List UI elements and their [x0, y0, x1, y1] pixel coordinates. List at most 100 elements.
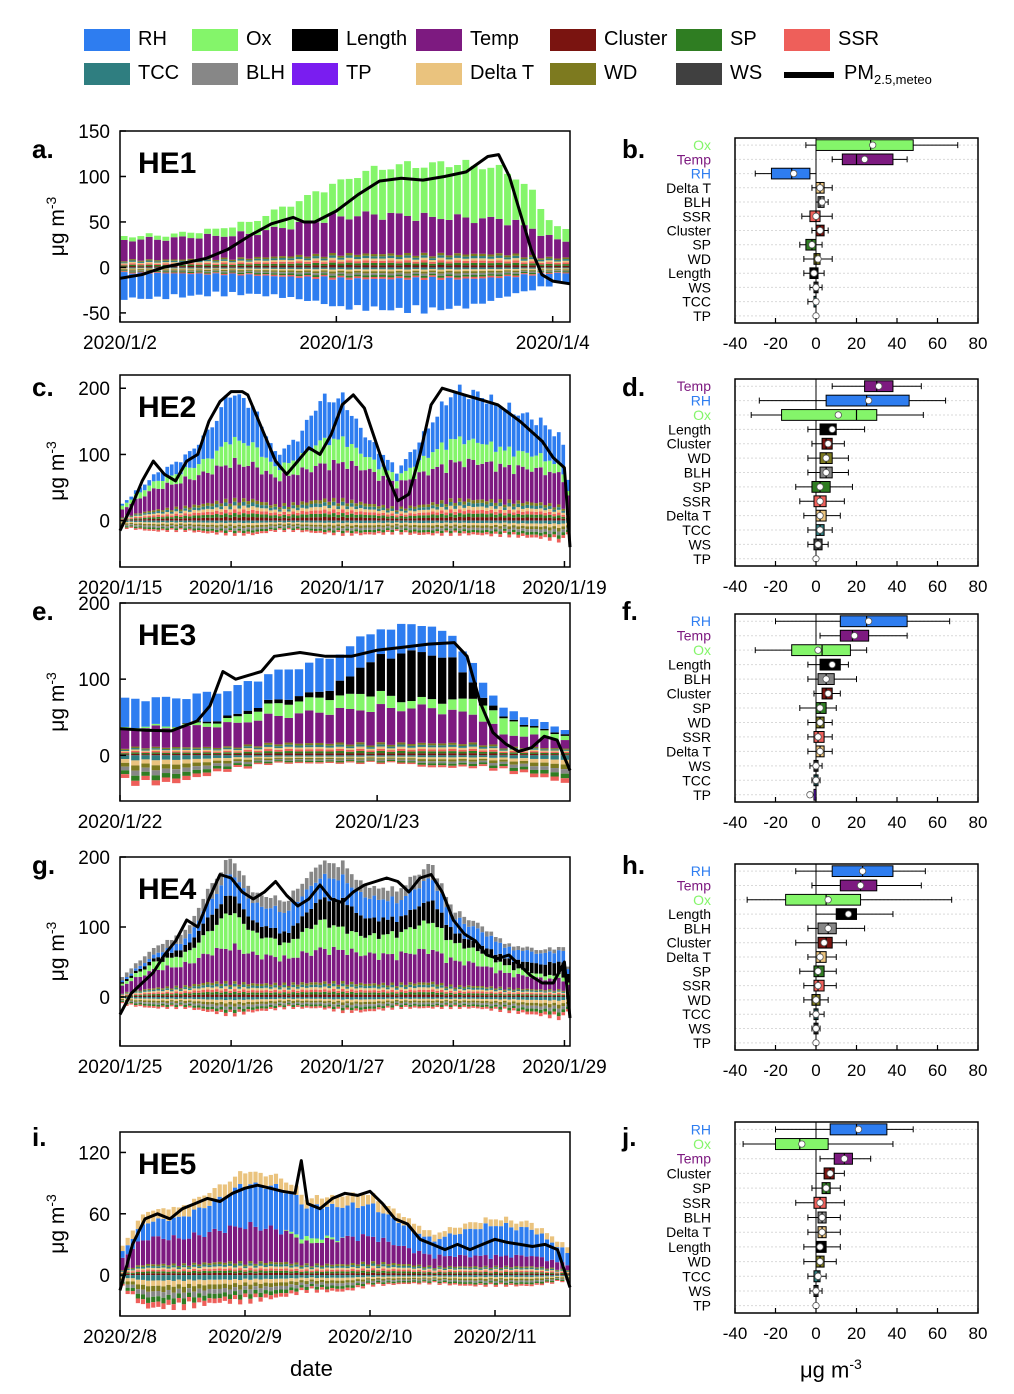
bar-segment: [399, 888, 404, 901]
bar-segment: [145, 263, 153, 265]
bar-segment: [354, 418, 359, 448]
bar-segment: [471, 438, 476, 461]
bar-segment: [502, 520, 507, 523]
bar-segment: [462, 995, 467, 997]
bar-segment: [309, 513, 314, 518]
bar-segment: [471, 940, 476, 948]
bar-segment: [478, 750, 488, 752]
bar-segment: [237, 231, 245, 258]
bar-segment: [457, 995, 462, 997]
bar-segment: [170, 270, 178, 272]
bar-segment: [277, 945, 282, 962]
bar-segment: [270, 226, 278, 257]
bar-segment: [562, 260, 570, 263]
bar-segment: [412, 988, 417, 991]
bar-segment: [480, 989, 485, 992]
bar-segment: [147, 988, 152, 991]
bar-segment: [201, 1004, 206, 1007]
bar-segment: [437, 273, 445, 276]
bar-segment: [470, 273, 478, 276]
bar-segment: [246, 1009, 251, 1012]
bar-segment: [219, 992, 224, 995]
bar-segment: [277, 525, 282, 527]
bar-segment: [462, 258, 470, 261]
bar-segment: [480, 517, 485, 521]
bar-segment: [151, 515, 156, 518]
bar-segment: [538, 520, 543, 524]
bar-segment: [192, 762, 201, 767]
bar-segment: [480, 523, 485, 526]
bar-segment: [151, 1271, 156, 1274]
bar-segment: [232, 994, 237, 997]
bar-segment: [487, 260, 495, 264]
bar-segment: [325, 747, 334, 750]
bar-segment: [309, 504, 314, 508]
bar-segment: [439, 1000, 444, 1003]
bar-segment: [233, 685, 242, 714]
bar-segment: [147, 491, 152, 511]
bar-segment: [228, 986, 233, 989]
bar-segment: [151, 755, 160, 761]
bar-segment: [312, 277, 320, 279]
bar-segment: [131, 752, 140, 754]
bar-segment: [135, 1270, 140, 1272]
bar-segment: [336, 1000, 341, 1003]
bar-segment: [504, 257, 511, 260]
bar-segment: [386, 750, 396, 752]
bar-segment: [372, 530, 377, 533]
bar-segment: [426, 989, 431, 993]
bar-segment: [120, 697, 130, 727]
bar-segment: [462, 507, 467, 512]
bar-segment: [322, 983, 327, 987]
bar-segment: [444, 405, 449, 450]
bar-segment: [264, 436, 269, 458]
bar-segment: [512, 262, 520, 266]
bar-segment: [362, 273, 370, 276]
bar-segment: [196, 1007, 201, 1010]
bar-segment: [520, 270, 528, 273]
bar-segment: [138, 515, 143, 517]
bar-segment: [381, 466, 386, 476]
bar-segment: [204, 273, 211, 275]
bar-segment: [372, 885, 377, 896]
bar-segment: [264, 511, 269, 515]
bar-segment: [120, 236, 128, 241]
bar-segment: [305, 760, 314, 763]
bar-segment: [385, 512, 390, 515]
bar-segment: [120, 1271, 125, 1273]
bar-segment: [370, 214, 378, 255]
bar-segment: [397, 744, 406, 747]
bar-segment: [305, 749, 314, 752]
bar-segment: [320, 270, 328, 272]
bar-segment: [287, 229, 295, 257]
bar-segment: [246, 997, 251, 1000]
bar-segment: [120, 995, 125, 997]
bar-segment: [534, 1002, 539, 1006]
bar-segment: [412, 220, 420, 256]
bar-segment: [390, 931, 395, 954]
bar-segment: [399, 527, 404, 530]
bar-segment: [282, 530, 287, 533]
bar-segment: [387, 169, 395, 213]
bar-segment: [349, 1010, 354, 1013]
bar-segment: [493, 471, 498, 503]
bar-segment: [493, 404, 498, 452]
bar-segment: [246, 929, 251, 954]
bar-segment: [502, 530, 507, 533]
bar-segment: [340, 436, 345, 463]
bar-segment: [220, 268, 228, 271]
bar-segment: [345, 265, 353, 268]
bar-segment: [335, 762, 345, 764]
bar-segment: [137, 268, 145, 270]
bar-segment: [274, 746, 283, 749]
bar-segment: [390, 520, 395, 523]
bar-segment: [264, 756, 273, 759]
bar-segment: [471, 517, 476, 521]
bar-segment: [178, 943, 183, 951]
bar-segment: [195, 271, 203, 273]
bar-segment: [336, 509, 341, 512]
bar-segment: [325, 700, 334, 715]
bar-segment: [534, 517, 539, 521]
bar-segment: [345, 1003, 350, 1006]
bar-segment: [534, 977, 539, 990]
